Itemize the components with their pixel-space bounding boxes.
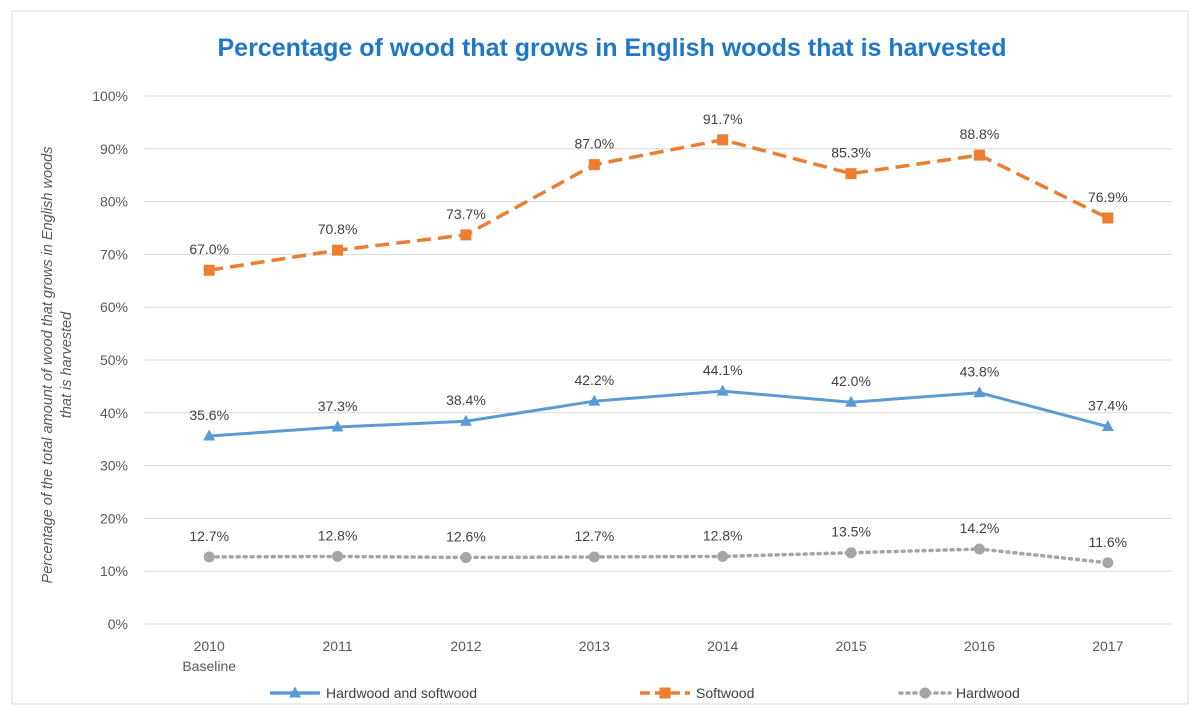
data-label: 12.8% — [703, 527, 743, 543]
data-label: 12.8% — [318, 527, 358, 543]
x-tick-label: 2014 — [707, 638, 738, 654]
data-label: 88.8% — [960, 126, 1000, 142]
y-tick-label: 80% — [100, 194, 128, 210]
data-point — [203, 551, 215, 563]
data-label: 12.6% — [446, 528, 486, 544]
series — [203, 134, 1114, 569]
data-label: 85.3% — [831, 145, 871, 161]
data-label: 73.7% — [446, 206, 486, 222]
y-axis-label: Percentage of the total amount of wood t… — [40, 147, 75, 584]
data-point — [973, 386, 986, 398]
data-point — [460, 229, 472, 241]
data-label: 70.8% — [318, 221, 358, 237]
data-point — [332, 244, 344, 256]
data-label: 42.0% — [831, 373, 871, 389]
data-point — [331, 420, 344, 432]
data-point — [203, 264, 215, 276]
x-tick-sublabel: Baseline — [182, 658, 236, 674]
y-axis-label-line-2: that is harvested — [59, 311, 75, 418]
data-point — [716, 384, 729, 396]
legend: Hardwood and softwood Softwood Hardwood — [270, 685, 1020, 701]
data-label: 35.6% — [189, 407, 229, 423]
y-tick-label: 0% — [108, 616, 128, 632]
legend-item: Hardwood and softwood — [270, 685, 477, 701]
y-tick-label: 50% — [100, 352, 128, 368]
data-point — [588, 551, 600, 563]
data-label: 37.3% — [318, 398, 358, 414]
y-tick-label: 10% — [100, 563, 128, 579]
chart-border — [11, 10, 1189, 705]
data-point — [460, 551, 472, 563]
series-line — [209, 389, 1109, 438]
legend-label: Softwood — [696, 685, 754, 701]
data-label: 43.8% — [960, 364, 1000, 380]
legend-item: Softwood — [640, 685, 754, 701]
data-label: 13.5% — [831, 524, 871, 540]
data-label: 76.9% — [1088, 189, 1128, 205]
data-label: 87.0% — [574, 136, 614, 152]
data-point — [717, 550, 729, 562]
data-point — [973, 543, 985, 555]
data-point — [203, 429, 216, 441]
y-tick-label: 20% — [100, 510, 128, 526]
x-tick-label: 2012 — [450, 638, 481, 654]
data-point — [845, 547, 857, 559]
data-label: 12.7% — [189, 528, 229, 544]
y-tick-label: 90% — [100, 141, 128, 157]
data-label: 44.1% — [703, 362, 743, 378]
data-point — [332, 550, 344, 562]
data-label: 91.7% — [703, 111, 743, 127]
data-label: 38.4% — [446, 392, 486, 408]
chart-title: Percentage of wood that grows in English… — [217, 34, 1006, 62]
data-point — [1101, 420, 1114, 432]
y-tick-label: 60% — [100, 299, 128, 315]
data-point — [845, 395, 858, 407]
data-point — [973, 149, 985, 161]
legend-marker — [919, 687, 931, 699]
y-axis-ticks: 0% 10% 20% 30% 40% 50% 60% 70% 80% 90% 100% — [92, 88, 128, 632]
x-tick-label: 2016 — [964, 638, 995, 654]
series-line — [207, 547, 1110, 565]
data-label: 12.7% — [574, 528, 614, 544]
gridlines — [145, 95, 1172, 625]
y-tick-label: 70% — [100, 246, 128, 262]
data-labels: 35.6% 37.3% 38.4% 42.2% 44.1% 42.0% 43.8% 37.4%… — [189, 111, 1127, 550]
series-line — [208, 138, 1109, 272]
legend-marker — [289, 686, 301, 698]
y-tick-label: 30% — [100, 458, 128, 474]
data-label: 14.2% — [960, 520, 1000, 536]
x-tick-label: 2015 — [835, 638, 866, 654]
data-point — [845, 168, 857, 180]
x-axis-ticks: 2010 Baseline 2011 2012 2013 2014 2015 2016 2017 — [182, 638, 1123, 674]
series-hardwood — [203, 543, 1114, 569]
data-label: 67.0% — [189, 241, 229, 257]
y-tick-label: 40% — [100, 405, 128, 421]
data-point — [588, 159, 600, 171]
x-tick-label: 2010 — [194, 638, 225, 654]
y-tick-label: 100% — [92, 88, 128, 104]
series-softwood — [203, 134, 1114, 276]
data-point — [459, 414, 472, 426]
legend-label: Hardwood and softwood — [326, 685, 477, 701]
series-hardwood-and-softwood — [203, 384, 1114, 441]
data-label: 37.4% — [1088, 398, 1128, 414]
x-tick-label: 2011 — [323, 638, 353, 654]
data-label: 42.2% — [574, 372, 614, 388]
data-point — [1102, 557, 1114, 569]
x-tick-label: 2017 — [1092, 638, 1123, 654]
legend-label: Hardwood — [956, 685, 1020, 701]
data-point — [717, 134, 729, 146]
x-tick-label: 2013 — [579, 638, 610, 654]
data-label: 11.6% — [1088, 534, 1127, 550]
data-point — [588, 394, 601, 406]
legend-item: Hardwood — [898, 685, 1020, 701]
legend-marker — [659, 687, 671, 699]
data-point — [1102, 212, 1114, 224]
y-axis-label-line-1: Percentage of the total amount of wood t… — [40, 147, 56, 584]
